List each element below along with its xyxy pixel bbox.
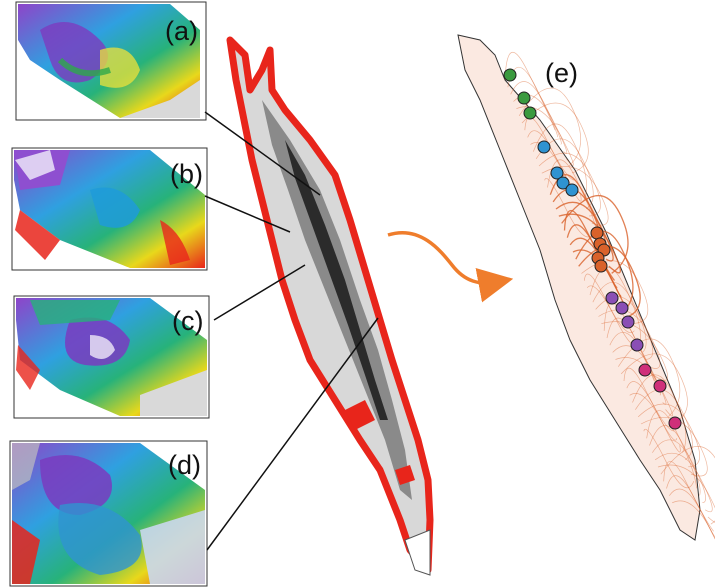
station-marker bbox=[537, 140, 551, 154]
panel-b: (b) bbox=[11, 147, 208, 271]
trajectory-line bbox=[669, 488, 715, 540]
trajectory-line bbox=[533, 123, 588, 202]
trajectory-line bbox=[666, 475, 715, 538]
panel-label-e: (e) bbox=[545, 58, 578, 88]
trajectory-line bbox=[660, 446, 715, 525]
trajectory-line bbox=[649, 425, 701, 496]
station-marker bbox=[556, 176, 570, 190]
panel-label-b: (b) bbox=[170, 159, 203, 189]
station-marker bbox=[590, 226, 604, 240]
panel-e: (e) bbox=[457, 34, 715, 541]
trajectory-line bbox=[510, 81, 562, 145]
trajectory-line bbox=[561, 195, 629, 274]
station-marker bbox=[615, 301, 629, 315]
station-marker bbox=[630, 338, 644, 352]
trajectory-line bbox=[578, 245, 641, 317]
station-marker bbox=[517, 91, 531, 105]
trajectory-line bbox=[637, 403, 701, 468]
station-marker bbox=[503, 68, 517, 82]
transition-arrow bbox=[387, 231, 514, 303]
trajectory-line bbox=[652, 439, 706, 504]
station-marker bbox=[594, 259, 608, 273]
station-marker bbox=[605, 291, 619, 305]
trajectory-line bbox=[635, 389, 693, 460]
station-marker bbox=[621, 315, 635, 329]
panel-c: (c) bbox=[13, 295, 210, 419]
trajectory-line bbox=[657, 464, 715, 523]
panel-label-c: (c) bbox=[172, 306, 203, 336]
trajectory-line bbox=[521, 102, 589, 174]
trajectory-line bbox=[538, 152, 601, 217]
station-marker bbox=[653, 379, 667, 393]
trajectory-line bbox=[623, 367, 675, 432]
panel-d: (d) bbox=[9, 440, 208, 587]
trajectory-line bbox=[620, 353, 688, 425]
trajectory-line bbox=[629, 393, 681, 453]
trajectory-line bbox=[563, 209, 616, 281]
trajectory-line bbox=[592, 282, 647, 353]
trajectory-line bbox=[626, 381, 678, 441]
panel-label-d: (d) bbox=[168, 450, 201, 480]
trajectory-line bbox=[535, 138, 594, 210]
trajectory-line bbox=[654, 452, 713, 513]
trajectory-line bbox=[541, 166, 609, 226]
bathymetry-map bbox=[226, 36, 434, 576]
trajectory-line bbox=[640, 416, 708, 477]
trajectory-line bbox=[601, 321, 668, 381]
station-marker bbox=[523, 106, 537, 120]
leader-lines bbox=[204, 111, 379, 551]
trajectory-line bbox=[643, 428, 695, 489]
station-marker bbox=[668, 416, 682, 430]
station-marker bbox=[550, 166, 564, 180]
trajectory-line bbox=[672, 500, 715, 540]
trajectory-line bbox=[606, 317, 658, 389]
trajectory-line bbox=[518, 87, 581, 167]
station-markers bbox=[503, 68, 682, 430]
trajectory-line bbox=[589, 266, 641, 346]
station-marker bbox=[565, 183, 579, 197]
trajectory-line bbox=[663, 460, 714, 532]
trajectory-line bbox=[598, 309, 661, 369]
trajectory-line bbox=[575, 230, 634, 310]
trajectory-line bbox=[504, 51, 556, 131]
station-marker bbox=[638, 363, 652, 377]
panel-label-a: (a) bbox=[165, 16, 198, 46]
trajectory-line bbox=[632, 374, 687, 453]
panel-a: (a) bbox=[15, 1, 207, 121]
trajectory-line bbox=[612, 345, 667, 405]
